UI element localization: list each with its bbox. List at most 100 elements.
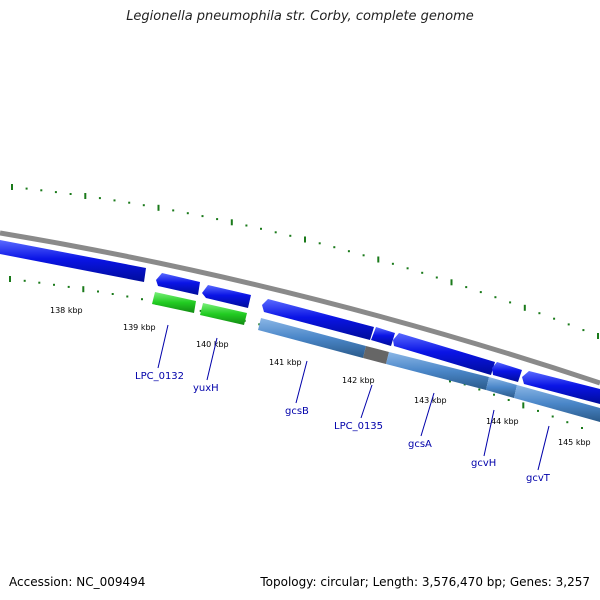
cds-block bbox=[492, 362, 522, 382]
minor-tick bbox=[126, 295, 129, 298]
minor-tick bbox=[216, 218, 219, 221]
tick-label: 139 kbp bbox=[123, 323, 156, 332]
minor-tick bbox=[25, 187, 28, 190]
minor-tick bbox=[201, 215, 204, 218]
minor-tick bbox=[391, 262, 394, 265]
minor-tick bbox=[128, 201, 131, 204]
minor-tick bbox=[538, 312, 541, 315]
tick-label: 141 kbp bbox=[269, 358, 302, 367]
minor-tick bbox=[421, 271, 424, 274]
minor-tick bbox=[199, 309, 202, 312]
major-tick bbox=[11, 184, 13, 190]
cds-block bbox=[202, 285, 251, 308]
tick-label: 144 kbp bbox=[486, 417, 519, 426]
genome-summary: Topology: circular; Length: 3,576,470 bp… bbox=[260, 575, 590, 589]
cds-block bbox=[0, 240, 146, 282]
minor-tick bbox=[581, 427, 583, 429]
minor-tick bbox=[362, 254, 365, 257]
minor-tick bbox=[172, 209, 175, 212]
cds-block bbox=[371, 327, 395, 346]
operon-block bbox=[386, 352, 489, 390]
minor-tick bbox=[537, 409, 539, 412]
leader-line bbox=[420, 392, 435, 437]
forward-cds-track bbox=[0, 240, 600, 404]
leader-line bbox=[206, 337, 218, 381]
major-tick bbox=[157, 204, 160, 211]
scale-labels: 138 kbp 139 kbp 140 kbp 141 kbp 142 kbp … bbox=[50, 306, 591, 447]
minor-tick bbox=[493, 393, 495, 396]
minor-tick bbox=[23, 279, 26, 282]
minor-tick bbox=[347, 250, 350, 253]
minor-tick bbox=[258, 323, 261, 326]
leader-line bbox=[157, 324, 169, 369]
cds-block bbox=[262, 299, 374, 340]
minor-tick bbox=[478, 388, 481, 391]
major-tick bbox=[230, 219, 233, 226]
gene-label-lpc0135: LPC_0135 bbox=[334, 421, 383, 432]
tick-label: 143 kbp bbox=[414, 396, 447, 405]
minor-tick bbox=[111, 293, 114, 295]
major-tick bbox=[523, 304, 526, 311]
minor-tick bbox=[509, 301, 512, 304]
minor-tick bbox=[186, 212, 189, 215]
minor-tick bbox=[435, 276, 438, 279]
operon-block bbox=[514, 385, 600, 422]
minor-tick bbox=[507, 399, 510, 401]
minor-tick bbox=[289, 234, 292, 237]
gene-block-yuxh bbox=[200, 303, 247, 325]
leader-line bbox=[537, 425, 550, 471]
genome-backbone bbox=[0, 230, 600, 386]
outer-tick-ring bbox=[11, 184, 599, 339]
minor-tick bbox=[582, 329, 585, 332]
major-tick bbox=[84, 193, 87, 199]
major-tick bbox=[9, 276, 11, 282]
leader-line bbox=[360, 384, 373, 419]
accession-label: Accession: NC_009494 bbox=[9, 575, 146, 589]
gene-label-lpc0132: LPC_0132 bbox=[135, 371, 184, 382]
operon-block bbox=[486, 377, 517, 398]
minor-tick bbox=[69, 193, 72, 195]
gene-block-lpc0132 bbox=[152, 292, 196, 313]
minor-tick bbox=[566, 421, 569, 424]
major-tick bbox=[450, 279, 453, 286]
minor-tick bbox=[38, 281, 41, 284]
minor-tick bbox=[465, 286, 468, 289]
tick-label: 142 kbp bbox=[342, 376, 375, 385]
cds-block bbox=[393, 333, 495, 375]
tick-label: 145 kbp bbox=[558, 438, 591, 447]
operon-gap bbox=[363, 346, 389, 364]
minor-tick bbox=[494, 296, 497, 299]
gene-label-gcvh: gcvH bbox=[471, 458, 496, 469]
gene-label-yuxh: yuxH bbox=[193, 383, 219, 394]
gene-label-gcsb: gcsB bbox=[285, 406, 309, 417]
major-tick bbox=[522, 402, 525, 409]
minor-tick bbox=[245, 224, 248, 227]
minor-tick bbox=[97, 290, 99, 293]
minor-tick bbox=[98, 197, 101, 200]
minor-tick bbox=[479, 291, 482, 294]
gene-labels: LPC_0132 yuxH gcsB LPC_0135 gcsA gcvH gc… bbox=[135, 371, 551, 484]
tick-label: 140 kbp bbox=[196, 340, 229, 349]
minor-tick bbox=[40, 189, 43, 192]
major-tick bbox=[304, 236, 306, 243]
cds-block bbox=[522, 371, 600, 404]
operon-track bbox=[258, 318, 600, 422]
minor-tick bbox=[113, 199, 116, 202]
gene-label-leaders bbox=[157, 324, 550, 471]
minor-tick bbox=[553, 317, 556, 320]
minor-tick bbox=[274, 231, 277, 234]
major-tick bbox=[82, 286, 85, 293]
major-tick bbox=[377, 256, 380, 263]
minor-tick bbox=[318, 242, 321, 245]
minor-tick bbox=[406, 267, 409, 270]
minor-tick bbox=[67, 285, 70, 288]
minor-tick bbox=[333, 246, 336, 249]
operon-block bbox=[258, 318, 366, 358]
gene-label-gcvt: gcvT bbox=[526, 473, 551, 484]
map-title: Legionella pneumophila str. Corby, compl… bbox=[126, 9, 474, 24]
minor-tick bbox=[54, 191, 57, 194]
minor-tick bbox=[141, 298, 143, 301]
major-tick bbox=[597, 333, 599, 339]
forward-gene-track bbox=[152, 292, 247, 325]
minor-tick bbox=[53, 283, 55, 286]
